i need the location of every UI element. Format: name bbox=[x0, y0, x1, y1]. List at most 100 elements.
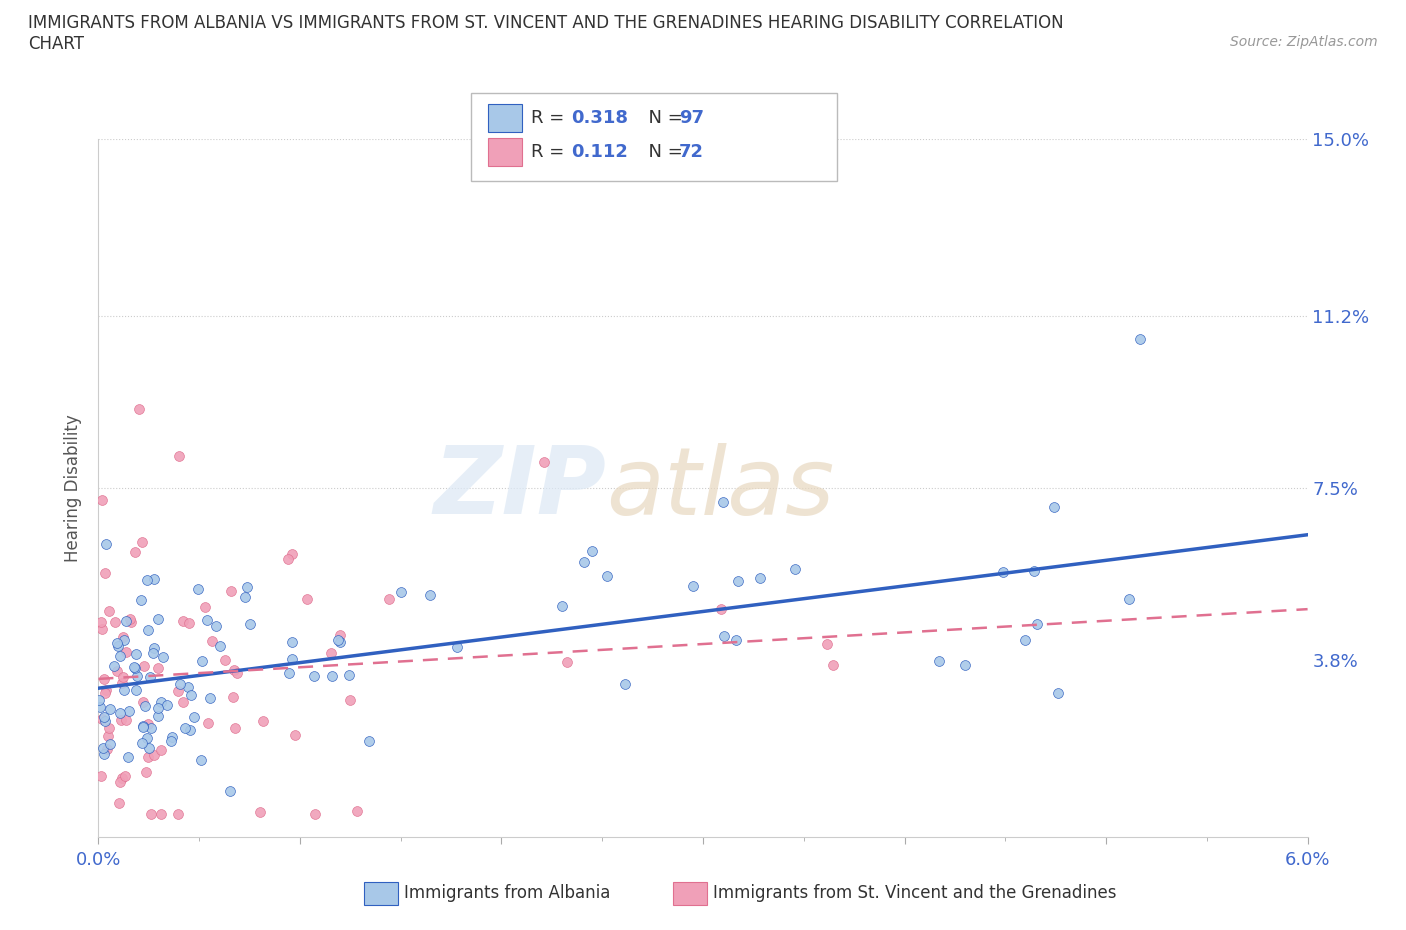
Point bbox=[928, 654, 950, 669]
Text: atlas: atlas bbox=[606, 443, 835, 534]
Point bbox=[169, 677, 191, 692]
Point bbox=[179, 722, 201, 737]
Point bbox=[297, 591, 319, 606]
Point bbox=[337, 668, 360, 683]
Point bbox=[93, 747, 115, 762]
Point bbox=[357, 733, 380, 748]
Point bbox=[132, 720, 155, 735]
Point bbox=[190, 752, 212, 767]
Point bbox=[195, 613, 218, 628]
Point bbox=[131, 719, 153, 734]
Point bbox=[135, 764, 157, 779]
Point bbox=[134, 698, 156, 713]
Point bbox=[124, 660, 146, 675]
Point bbox=[551, 599, 574, 614]
Point bbox=[226, 666, 249, 681]
Point bbox=[749, 570, 772, 585]
Point bbox=[1043, 500, 1066, 515]
Point bbox=[136, 623, 159, 638]
Point bbox=[783, 562, 806, 577]
Point bbox=[115, 712, 138, 727]
Point bbox=[446, 640, 468, 655]
Point bbox=[132, 658, 155, 673]
Point bbox=[108, 796, 131, 811]
Point bbox=[93, 710, 115, 724]
Point bbox=[596, 569, 619, 584]
Point bbox=[146, 700, 169, 715]
Point bbox=[682, 579, 704, 594]
Point bbox=[122, 659, 145, 674]
Point bbox=[89, 699, 111, 714]
Text: 6.0%: 6.0% bbox=[1285, 851, 1330, 869]
Y-axis label: Hearing Disability: Hearing Disability bbox=[65, 415, 83, 562]
Point bbox=[302, 669, 325, 684]
Point bbox=[136, 573, 159, 588]
Text: CHART: CHART bbox=[28, 35, 84, 53]
Point bbox=[118, 611, 141, 626]
Point bbox=[328, 632, 350, 647]
Text: N =: N = bbox=[637, 109, 689, 127]
Point bbox=[96, 537, 118, 551]
Point bbox=[581, 544, 603, 559]
Text: 0.318: 0.318 bbox=[571, 109, 628, 127]
Point bbox=[139, 720, 162, 735]
Point bbox=[125, 683, 148, 698]
Point bbox=[329, 634, 352, 649]
Point bbox=[419, 588, 441, 603]
Point bbox=[108, 775, 131, 790]
Point bbox=[96, 742, 118, 757]
Point bbox=[1022, 563, 1045, 578]
Point bbox=[150, 806, 173, 821]
Text: ZIP: ZIP bbox=[433, 443, 606, 534]
Point bbox=[90, 769, 112, 784]
Point bbox=[233, 590, 256, 604]
Point bbox=[114, 769, 136, 784]
Point bbox=[284, 727, 307, 742]
Point bbox=[1118, 591, 1140, 606]
Point bbox=[90, 492, 112, 507]
Point bbox=[304, 806, 326, 821]
Point bbox=[90, 615, 112, 630]
Point bbox=[104, 615, 127, 630]
Point bbox=[194, 600, 217, 615]
Point bbox=[278, 666, 301, 681]
Point bbox=[214, 652, 236, 667]
Point bbox=[277, 552, 299, 567]
Text: 72: 72 bbox=[679, 142, 704, 161]
Point bbox=[105, 664, 128, 679]
Point bbox=[91, 740, 114, 755]
Point bbox=[172, 695, 194, 710]
Point bbox=[224, 663, 246, 678]
Point bbox=[111, 670, 134, 684]
Point bbox=[167, 806, 190, 821]
Point bbox=[97, 721, 120, 736]
Point bbox=[991, 565, 1014, 579]
Point bbox=[128, 402, 150, 417]
Text: R =: R = bbox=[531, 109, 571, 127]
Point bbox=[329, 628, 352, 643]
Point bbox=[94, 683, 117, 698]
Point bbox=[222, 690, 245, 705]
Point bbox=[159, 734, 181, 749]
Text: 0.0%: 0.0% bbox=[76, 851, 121, 869]
Point bbox=[179, 616, 201, 631]
Point bbox=[110, 712, 132, 727]
Point bbox=[114, 614, 136, 629]
Point bbox=[138, 740, 160, 755]
Point bbox=[98, 701, 121, 716]
Point bbox=[815, 636, 838, 651]
Point bbox=[1026, 617, 1049, 631]
Point bbox=[200, 690, 222, 705]
Point bbox=[218, 783, 240, 798]
Point bbox=[112, 632, 135, 647]
Point bbox=[91, 711, 114, 726]
Point bbox=[555, 655, 578, 670]
Point bbox=[149, 695, 172, 710]
Point bbox=[614, 677, 637, 692]
Point bbox=[224, 721, 246, 736]
Point bbox=[378, 591, 401, 606]
Point bbox=[172, 614, 194, 629]
Point bbox=[108, 706, 131, 721]
Point bbox=[725, 632, 748, 647]
Point bbox=[132, 695, 155, 710]
